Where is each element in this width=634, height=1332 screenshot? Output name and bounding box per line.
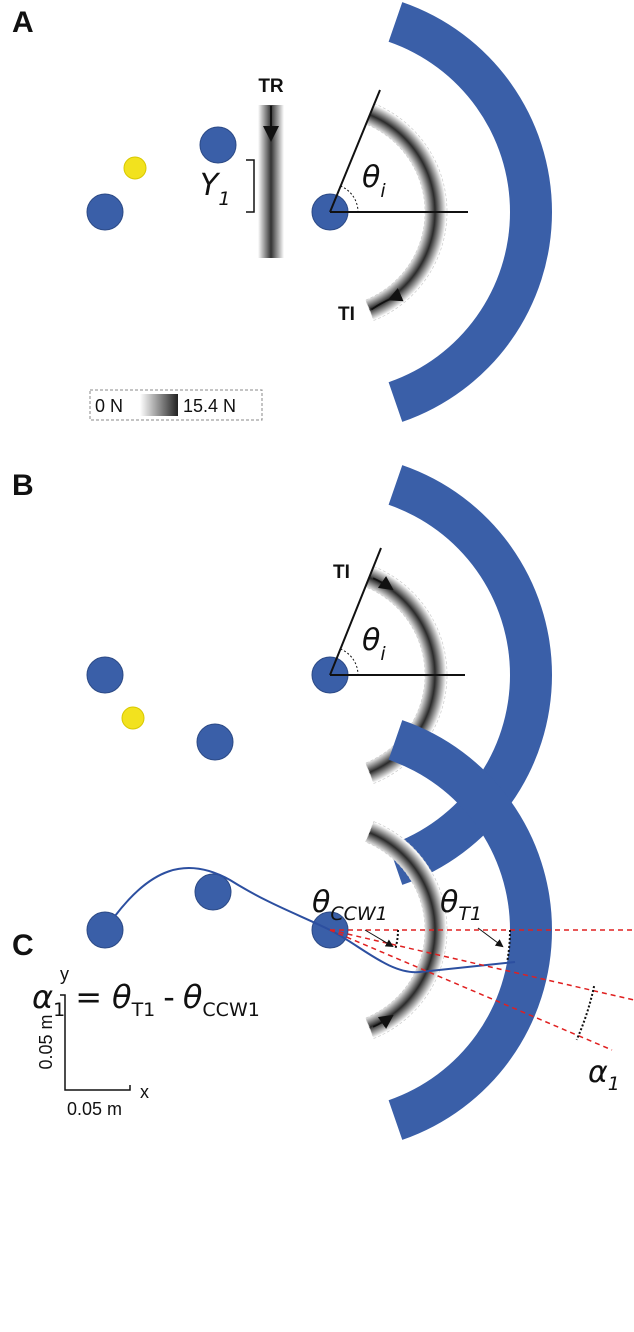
shell [388, 720, 553, 1140]
ti-label: TI [338, 304, 355, 325]
theta-label: θi [362, 623, 386, 665]
robot [196, 723, 234, 761]
alpha-label: α1 [588, 1055, 620, 1095]
force-ring [365, 821, 448, 1039]
subscript: i [380, 643, 386, 665]
symbol: θ [312, 885, 330, 920]
panel-label: C [12, 929, 34, 962]
symbol: α [588, 1055, 608, 1090]
angle-arc [575, 985, 596, 1041]
symbol: θ [362, 623, 380, 658]
equation: α1 = θT1- θCCW1 [32, 978, 260, 1021]
y-axis-label: y [60, 964, 69, 984]
colorbar-min: 0 N [95, 396, 123, 416]
reference-line [329, 929, 613, 1051]
subscript: T1 [458, 903, 482, 925]
symbol: θ [362, 160, 380, 195]
arrow [372, 576, 394, 591]
theta-label: θi [362, 160, 386, 202]
panel-label: B [12, 469, 34, 502]
shapes [86, 2, 634, 1140]
shell [388, 2, 552, 422]
arrow [372, 1014, 394, 1029]
arrow [477, 927, 504, 948]
colorbar [140, 394, 178, 416]
force-ring [365, 566, 448, 784]
tr-label: TR [258, 76, 284, 97]
shell [388, 465, 553, 885]
angle-arc [340, 185, 359, 213]
symbol: θ [183, 978, 203, 1016]
robot [199, 126, 237, 164]
ti-label: TI [333, 562, 350, 583]
subscript: T1 [131, 999, 156, 1021]
angle-line [329, 547, 382, 676]
operator: = [75, 978, 102, 1016]
x-axis-label: x [140, 1082, 149, 1102]
reference-line [329, 929, 634, 1001]
theta-ccw-label: θCCW1 [312, 885, 388, 925]
colorbar-box [89, 389, 263, 421]
target [123, 156, 147, 180]
symbol: α [32, 978, 53, 1016]
bracket [246, 159, 255, 213]
subscript: 1 [608, 1073, 620, 1095]
symbol: θ [440, 885, 458, 920]
theta-t-label: θT1 [440, 885, 482, 925]
angle-line [329, 89, 381, 213]
robot [86, 193, 124, 231]
subscript: 1 [218, 188, 230, 210]
y-length: 0.05 m [36, 1014, 56, 1069]
robot [86, 656, 124, 694]
symbol: θ [112, 978, 132, 1016]
panel-label: A [12, 6, 34, 39]
robot [86, 911, 124, 949]
trajectory [114, 867, 516, 974]
subscript: CCW1 [202, 999, 259, 1021]
symbol: Y [200, 168, 221, 203]
arrow [364, 929, 394, 948]
subscript: 1 [53, 999, 65, 1021]
subscript: i [380, 180, 386, 202]
operator: - [163, 978, 175, 1016]
x-length: 0.05 m [67, 1099, 122, 1119]
angle-arc [394, 929, 399, 950]
subscript: CCW1 [330, 903, 387, 925]
y-label: Y1 [200, 168, 230, 210]
angle-arc [340, 648, 359, 676]
target [121, 706, 145, 730]
force-ring [365, 103, 448, 321]
colorbar-max: 15.4 N [183, 396, 236, 416]
angle-arc [506, 929, 511, 962]
robot [194, 873, 232, 911]
scale-bar [60, 994, 131, 1091]
arrow [370, 287, 404, 311]
